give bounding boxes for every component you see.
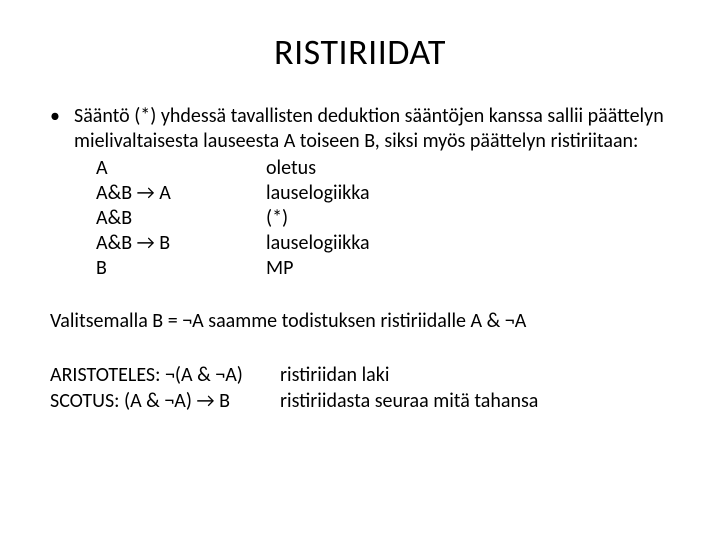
deduction-left: A&B → B <box>96 231 266 256</box>
deduction-row: A&B → A lauselogiikka <box>96 181 680 206</box>
deduction-right: lauselogiikka <box>266 231 680 256</box>
intro-bullet: Sääntö (*) yhdessä tavallisten deduktion… <box>50 104 680 281</box>
deduction-row: A&B → B lauselogiikka <box>96 231 680 256</box>
deduction-right: lauselogiikka <box>266 181 680 206</box>
law-row: SCOTUS: (A & ¬A) → B ristiriidasta seura… <box>50 388 680 414</box>
slide: RISTIRIIDAT Sääntö (*) yhdessä tavallist… <box>0 0 720 540</box>
slide-title: RISTIRIIDAT <box>40 30 680 74</box>
laws-block: ARISTOTELES: ¬(A & ¬A) ristiriidan laki … <box>50 362 680 414</box>
deduction-left: A <box>96 156 266 181</box>
deduction-right: oletus <box>266 156 680 181</box>
deduction-left: A&B <box>96 206 266 231</box>
law-row: ARISTOTELES: ¬(A & ¬A) ristiriidan laki <box>50 362 680 388</box>
deduction-row: A oletus <box>96 156 680 181</box>
deduction-row: B MP <box>96 256 680 281</box>
deduction-left: B <box>96 256 266 281</box>
law-desc: ristiriidasta seuraa mitä tahansa <box>280 388 680 414</box>
deduction-right: (*) <box>266 206 680 231</box>
law-name: SCOTUS: (A & ¬A) → B <box>50 388 280 414</box>
deduction-list: A oletus A&B → A lauselogiikka A&B (*) A… <box>96 156 680 281</box>
deduction-right: MP <box>266 256 680 281</box>
intro-text: Sääntö (*) yhdessä tavallisten deduktion… <box>74 104 664 153</box>
law-desc: ristiriidan laki <box>280 362 680 388</box>
deduction-left: A&B → A <box>96 181 266 206</box>
law-name: ARISTOTELES: ¬(A & ¬A) <box>50 362 280 388</box>
conclusion-text: Valitsemalla B = ¬A saamme todistuksen r… <box>50 309 680 334</box>
deduction-row: A&B (*) <box>96 206 680 231</box>
